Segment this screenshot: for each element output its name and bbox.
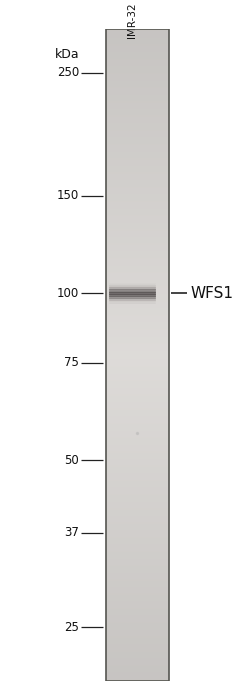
Text: kDa: kDa <box>54 47 79 60</box>
Text: IMR-32: IMR-32 <box>127 3 137 38</box>
Text: 50: 50 <box>64 453 79 466</box>
Text: 250: 250 <box>57 66 79 79</box>
Text: 25: 25 <box>64 621 79 634</box>
Text: 150: 150 <box>57 189 79 202</box>
Text: 75: 75 <box>64 356 79 369</box>
Text: 100: 100 <box>57 287 79 300</box>
Bar <box>106 29 168 681</box>
Text: WFS1: WFS1 <box>190 286 233 301</box>
Text: 37: 37 <box>64 526 79 539</box>
